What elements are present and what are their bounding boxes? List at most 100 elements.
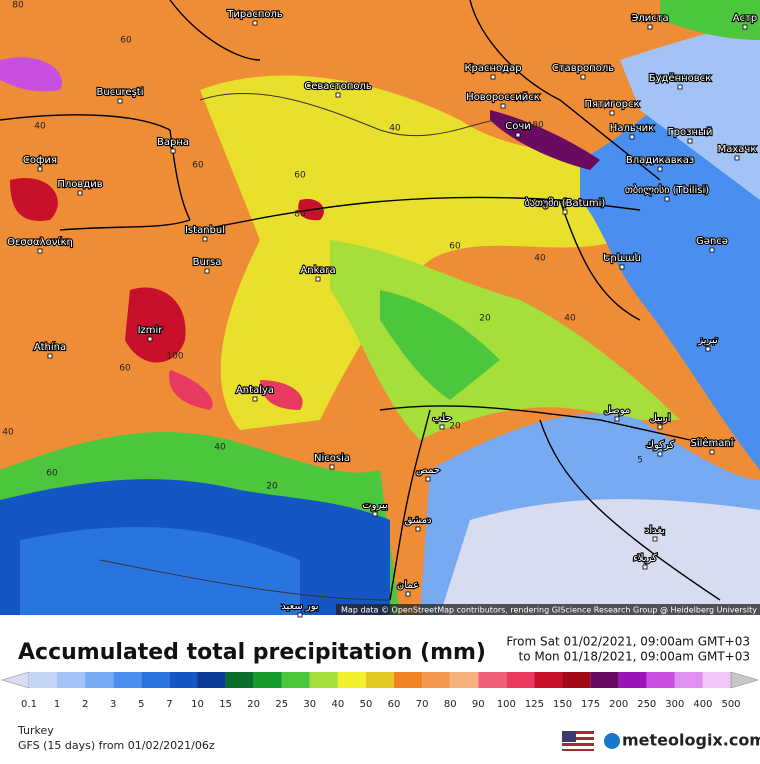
flag [562,731,594,751]
city-label: Нальчик [610,123,654,134]
contour-labels: 40 60 80 60 40 60 40 80 100 60 40 20 20 40 5 60 40 60 80 20 [2,1,643,492]
colorbar-box [281,672,310,688]
colorbar-label: 2 [82,699,88,710]
colorbar-label: 500 [721,699,740,710]
city-label: ბათუმი (Batumi) [525,197,606,209]
colorbar-box [337,672,366,688]
contour-label: 60 [46,469,58,479]
city-label: Варна [157,137,189,148]
colorbar-box [85,672,114,688]
city-label: بيروت [362,500,388,511]
contour-label: 40 [534,254,546,264]
city-marker [202,236,208,242]
city-marker [252,396,258,402]
city-label: بغداد [645,525,665,536]
colorbar-label: 125 [525,699,544,710]
city-label: Երևան [603,253,641,264]
to-date: to Mon 01/18/2021, 09:00am GMT+03 [518,650,750,664]
city-label: Будённовск [649,73,711,84]
city-marker [664,196,670,202]
city-marker [329,464,335,470]
city-marker [515,132,521,138]
city-label: Владикавказ [626,155,694,166]
city-marker [614,416,620,422]
city-label: Севастополь [304,81,372,92]
city-marker [652,536,658,542]
colorbar-label: 90 [472,699,485,710]
city-marker [500,103,506,109]
borders [0,0,721,601]
contour-label: 60 [449,242,461,252]
city-marker [37,248,43,254]
city-label: Новороссийск [466,92,540,103]
city-marker [439,424,445,430]
city-label: Астр [733,13,758,24]
city-marker [619,264,625,270]
city-marker [490,74,496,80]
colorbar-box [562,672,591,688]
city-label: Тирасполь [226,9,283,20]
city-marker [204,268,210,274]
city-label: Ставрополь [552,63,614,74]
colorbar-box [506,672,535,688]
city-label: كركوك [646,440,675,451]
contour-label: 40 [389,124,401,134]
attribution: Map data © OpenStreetMap contributors, r… [341,606,757,615]
city-label: Пловдив [57,179,102,190]
city-marker [405,591,411,597]
city-marker [47,353,53,359]
city-label: Пятигорск [584,99,639,110]
colorbar-label: 1 [54,699,60,710]
contour-label: 40 [34,122,46,132]
colorbar-label: 25 [275,699,288,710]
city-marker [642,564,648,570]
colorbar-arrow-left [0,671,30,689]
title: Accumulated total precipitation (mm) [18,640,486,665]
city-label: عمان [397,580,419,591]
colorbar-box [29,672,58,688]
contour-label: 40 [564,314,576,324]
colorbar-label: 70 [416,699,429,710]
city-label: Istanbul [185,225,225,236]
city-marker [657,166,663,172]
colorbar-label: 80 [444,699,457,710]
colorbar-label: 5 [138,699,144,710]
from-date: From Sat 01/02/2021, 09:00am GMT+03 [506,635,750,649]
city-label: تبريز [697,335,718,346]
city-label: Грозный [668,127,713,138]
colorbar-box [534,672,563,688]
colorbar-box [394,672,423,688]
city-marker [609,110,615,116]
city-label: حلب [432,413,451,424]
colorbar-label: 20 [247,699,260,710]
contour-label: 20 [479,314,491,324]
city-marker [742,24,748,30]
city-label: Antalya [236,385,274,396]
contour-label: 80 [532,121,544,131]
city-marker [657,451,663,457]
city-label: Bucureşti [97,87,144,98]
colorbar-box [618,672,647,688]
colorbar-box [309,672,338,688]
city-marker [709,449,715,455]
city-label: София [23,155,57,166]
city-marker [117,98,123,104]
colorbar-label: 0.1 [21,699,37,710]
colorbar-label: 10 [191,699,204,710]
colorbar-box [450,672,479,688]
city-marker [372,511,378,517]
colorbar-label: 150 [553,699,572,710]
contour-label: 40 [214,443,226,453]
city-label: دمشق [404,515,431,526]
city-label: موصل [604,405,631,416]
city-marker [147,336,153,342]
city-label: حمص [416,465,440,476]
city-label: თბილისი (Tbilisi) [625,184,709,196]
region: Turkey [17,724,54,737]
city-marker [315,276,321,282]
colorbar-box [702,672,731,688]
colorbar-box [225,672,254,688]
contour-label: 60 [120,36,132,46]
contour-label: 20 [449,422,461,432]
logo: meteologix.com [622,731,760,750]
